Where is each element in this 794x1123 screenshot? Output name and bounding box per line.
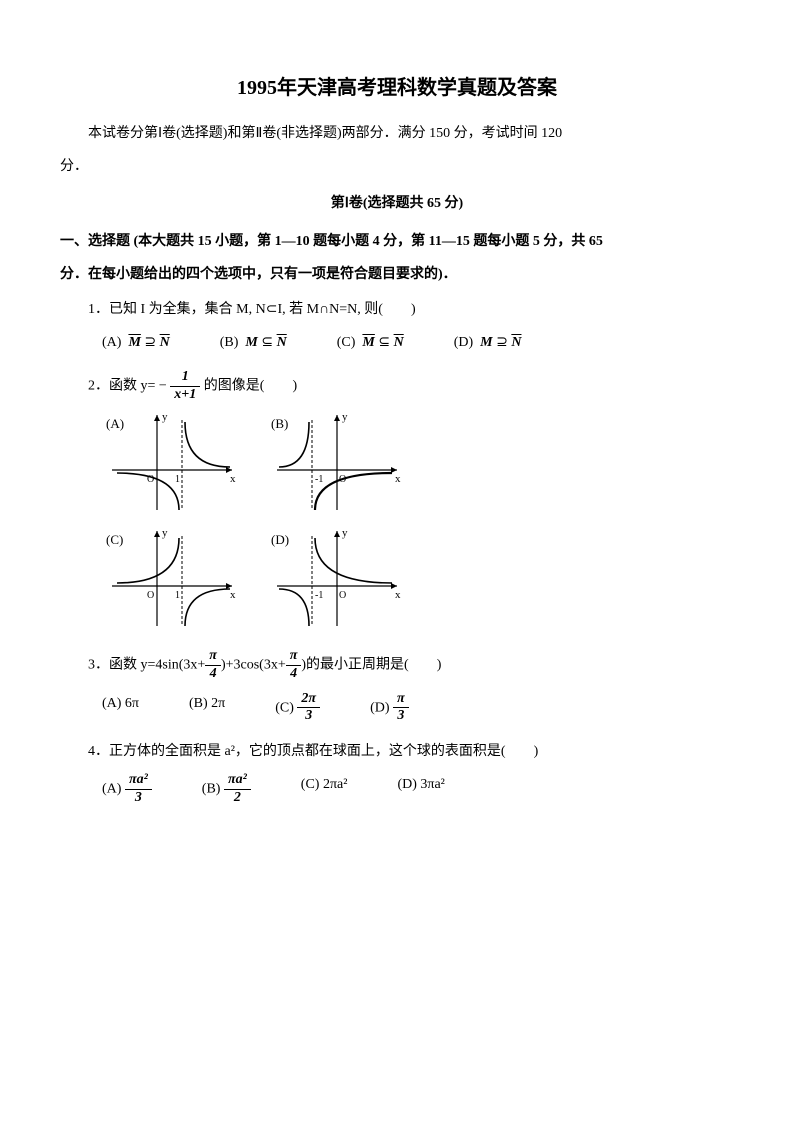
question-1: 1．已知 I 为全集，集合 M, N⊂I, 若 M∩N=N, 则( ) (88, 297, 734, 322)
page-title: 1995年天津高考理科数学真题及答案 (60, 70, 734, 106)
q3-opt-b: (B) 2π (189, 691, 225, 726)
q1-opt-a: (A) M ⊇ N (102, 330, 170, 355)
section-instruction-1: 一、选择题 (本大题共 15 小题，第 1—10 题每小题 4 分，第 11—1… (60, 229, 734, 254)
q3-opt-d: (D) π3 (370, 691, 409, 726)
q2-graphs: (A) y x O 1 (B) y (102, 410, 734, 636)
svg-text:1: 1 (175, 590, 180, 601)
graph-d: (D) y x O -1 (267, 526, 407, 636)
graph-c: (C) y x O 1 (102, 526, 242, 636)
svg-text:O: O (339, 590, 346, 601)
q3-opt-c: (C) 2π3 (275, 691, 320, 726)
q3-options: (A) 6π (B) 2π (C) 2π3 (D) π3 (102, 691, 734, 726)
intro-text-2: 分． (60, 154, 734, 179)
intro-text: 本试卷分第Ⅰ卷(选择题)和第Ⅱ卷(非选择题)两部分．满分 150 分，考试时间 … (60, 121, 734, 146)
q4-opt-a: (A) πa²3 (102, 772, 152, 807)
graph-b-label: (B) (271, 412, 288, 435)
graph-d-label: (D) (271, 528, 289, 551)
q4-options: (A) πa²3 (B) πa²2 (C) 2πa² (D) 3πa² (102, 772, 734, 807)
svg-text:-1: -1 (315, 590, 323, 601)
question-4: 4．正方体的全面积是 a²，它的顶点都在球面上，这个球的表面积是( ) (88, 739, 734, 764)
q4-opt-b: (B) πa²2 (202, 772, 251, 807)
svg-text:O: O (147, 590, 154, 601)
question-3: 3．函数 y=4sin(3x+π4)+3cos(3x+π4)的最小正周期是( ) (88, 648, 734, 683)
svg-text:1: 1 (175, 474, 180, 485)
svg-text:y: y (162, 411, 168, 423)
q1-opt-b: (B) M ⊆ N (220, 330, 287, 355)
q1-opt-d: (D) M ⊇ N (454, 330, 522, 355)
svg-text:y: y (342, 411, 348, 423)
graph-c-label: (C) (106, 528, 123, 551)
q4-opt-c: (C) 2πa² (301, 772, 348, 807)
graph-a-label: (A) (106, 412, 124, 435)
graph-a: (A) y x O 1 (102, 410, 242, 520)
q4-opt-d: (D) 3πa² (397, 772, 444, 807)
svg-text:x: x (395, 589, 401, 601)
section-instruction-2: 分．在每小题给出的四个选项中，只有一项是符合题目要求的)． (60, 262, 734, 287)
q3-opt-a: (A) 6π (102, 691, 139, 726)
question-2: 2．函数 y= − 1x+1 的图像是( ) (88, 369, 734, 404)
svg-text:-1: -1 (315, 474, 323, 485)
svg-text:y: y (342, 527, 348, 539)
q1-opt-c: (C) M ⊆ N (337, 330, 404, 355)
q1-options: (A) M ⊇ N (B) M ⊆ N (C) M ⊆ N (D) M ⊇ N (102, 330, 734, 355)
svg-text:x: x (395, 473, 401, 485)
svg-text:x: x (230, 473, 236, 485)
section-header: 第Ⅰ卷(选择题共 65 分) (60, 191, 734, 216)
graph-b: (B) y x O -1 (267, 410, 407, 520)
svg-text:y: y (162, 527, 168, 539)
svg-text:x: x (230, 589, 236, 601)
